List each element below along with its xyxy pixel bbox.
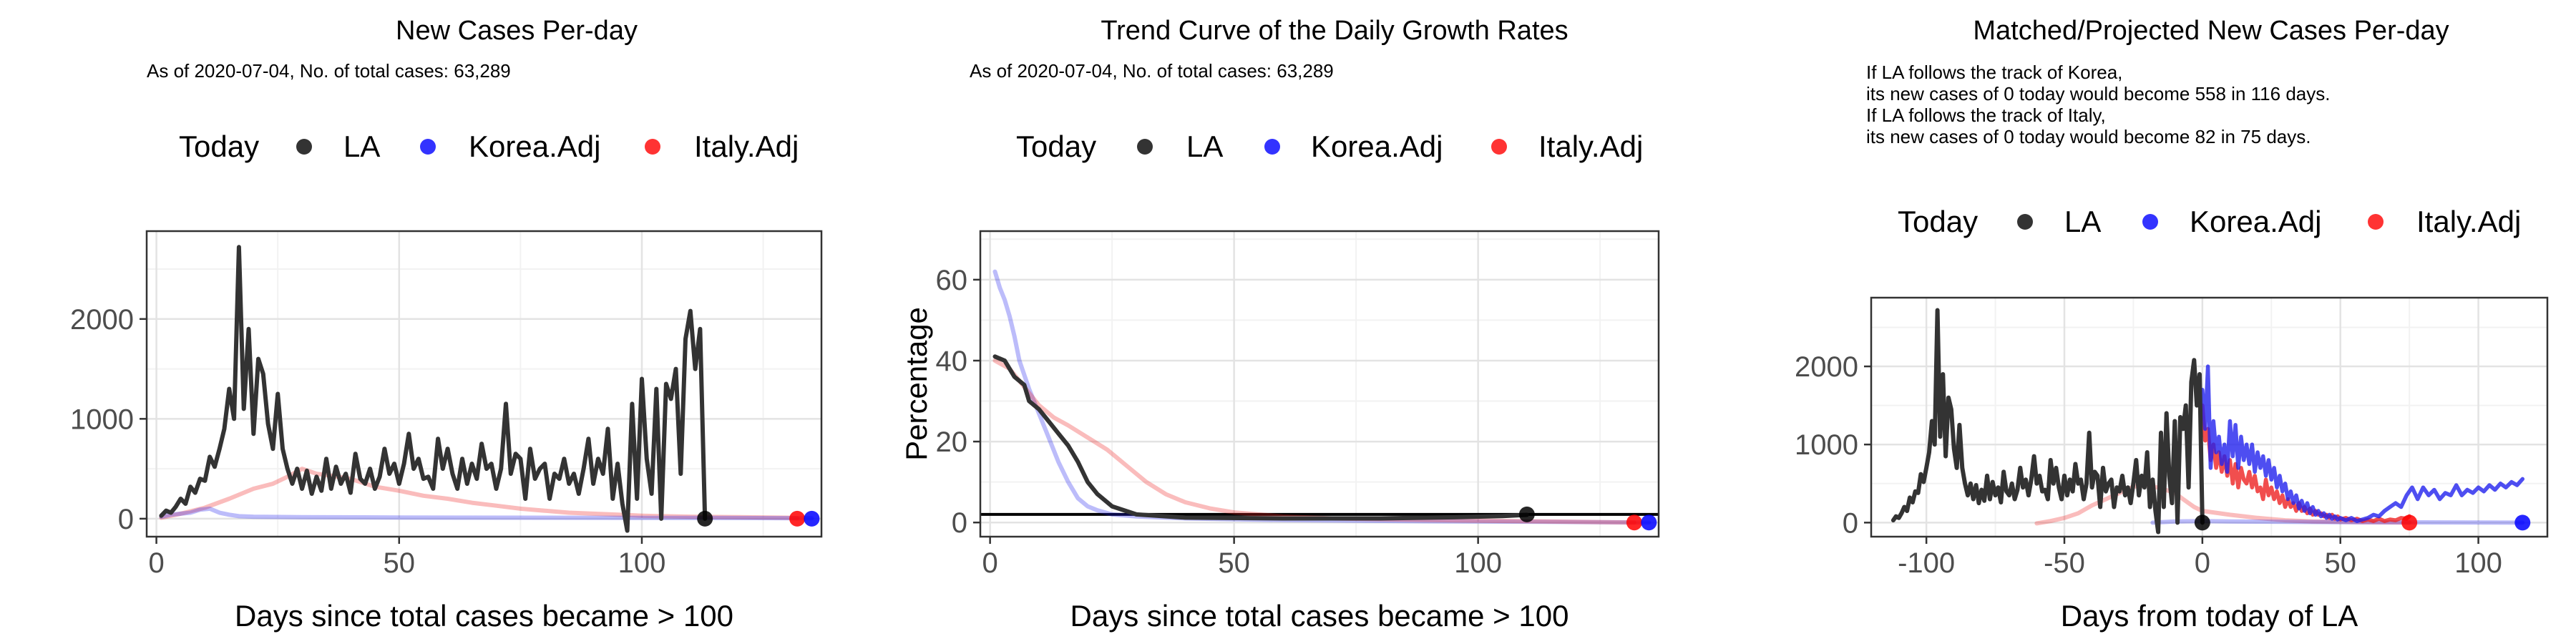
x-tick-label: -50 <box>2044 547 2085 579</box>
legend-key-dot <box>2142 214 2158 230</box>
y-tick-label: 0 <box>952 507 967 539</box>
legend-key-dot <box>420 139 436 155</box>
legend-title: Today <box>1898 205 1978 238</box>
x-axis-label: Days from today of LA <box>2061 599 2358 633</box>
series-line-korea-adj <box>159 506 814 521</box>
x-tick-label: 50 <box>2324 547 2356 579</box>
y-tick-label: 60 <box>936 265 968 296</box>
y-tick-label: 0 <box>1843 507 1858 539</box>
legend-key-dot <box>1491 139 1507 155</box>
legend-title: Today <box>1016 130 1096 163</box>
legend-label: Korea.Adj <box>1311 130 1443 163</box>
today-marker-la <box>1518 506 1535 522</box>
legend-label: Italy.Adj <box>1538 130 1643 163</box>
y-tick-label: 2000 <box>70 304 134 336</box>
legend-key-dot <box>1137 139 1153 155</box>
today-marker-italy-adj <box>2401 514 2418 531</box>
panel-border <box>1870 296 2549 538</box>
chart-panel-2: Trend Curve of the Daily Growth Rates As … <box>899 16 1660 633</box>
chart-title: New Cases Per-day <box>396 16 638 46</box>
chart-subtitle-line: As of 2020-07-04, No. of total cases: 63… <box>147 60 511 82</box>
today-marker-korea-adj <box>2514 514 2531 531</box>
x-tick-label: -100 <box>1898 547 1955 579</box>
chart-subtitle-line: If LA follows the track of Italy, <box>1866 104 2106 126</box>
legend-key-dot <box>645 139 660 155</box>
legend-title: Today <box>179 130 259 163</box>
chart-subtitle-line: As of 2020-07-04, No. of total cases: 63… <box>970 60 1334 82</box>
today-marker-korea-adj <box>804 510 820 527</box>
chart-panel-3: Matched/Projected New Cases Per-day If LA… <box>1795 16 2549 633</box>
legend-key-dot <box>296 139 312 155</box>
today-marker-la <box>697 510 713 527</box>
legend-key-dot <box>2017 214 2033 230</box>
series-line-korea-adj <box>992 269 1652 525</box>
chart-title: Trend Curve of the Daily Growth Rates <box>1101 16 1568 46</box>
legend-label: Italy.Adj <box>694 130 799 163</box>
legend-label: Korea.Adj <box>2190 205 2321 238</box>
chart-subtitle-line: its new cases of 0 today would become 55… <box>1866 83 2330 104</box>
x-tick-label: 50 <box>384 547 416 579</box>
panel-border <box>979 230 1660 538</box>
legend-label: LA <box>2064 205 2101 238</box>
today-marker-italy-adj <box>789 510 806 527</box>
x-tick-label: 100 <box>1454 547 1502 579</box>
x-tick-label: 100 <box>2454 547 2502 579</box>
x-axis-label: Days since total cases became > 100 <box>235 599 733 633</box>
y-axis-label: Percentage <box>899 307 933 461</box>
legend-label: LA <box>1186 130 1223 163</box>
x-tick-label: 0 <box>982 547 998 579</box>
y-tick-label: 20 <box>936 426 968 458</box>
legend-label: Korea.Adj <box>469 130 600 163</box>
x-tick-label: 0 <box>2195 547 2210 579</box>
x-tick-label: 0 <box>148 547 164 579</box>
chart-subtitle-line: If LA follows the track of Korea, <box>1866 62 2122 83</box>
panel-border <box>145 230 823 538</box>
chart-title: Matched/Projected New Cases Per-day <box>1973 16 2449 46</box>
legend-key-dot <box>1264 139 1280 155</box>
today-marker-italy-adj <box>1626 514 1642 531</box>
chart-subtitle-line: its new cases of 0 today would become 82… <box>1866 126 2311 147</box>
chart-panel-1: New Cases Per-day As of 2020-07-04, No. o… <box>70 16 823 633</box>
series-line-la <box>992 354 1529 521</box>
x-tick-label: 100 <box>618 547 666 579</box>
legend-key-dot <box>2368 214 2384 230</box>
series-line-italy-adj <box>159 467 800 521</box>
series-line-la <box>159 245 708 533</box>
today-marker-korea-adj <box>1641 514 1657 531</box>
series-line-la <box>1890 308 2205 535</box>
y-tick-label: 40 <box>936 346 968 377</box>
today-marker-la <box>2194 514 2210 531</box>
y-tick-label: 1000 <box>1795 429 1858 461</box>
x-tick-label: 50 <box>1218 547 1250 579</box>
y-tick-label: 1000 <box>70 404 134 435</box>
x-axis-label: Days since total cases became > 100 <box>1070 599 1569 633</box>
series-line-korea-adj <box>2200 364 2525 523</box>
legend-label: LA <box>343 130 380 163</box>
y-tick-label: 0 <box>118 504 134 535</box>
legend-label: Italy.Adj <box>2416 205 2521 238</box>
y-tick-label: 2000 <box>1795 351 1858 383</box>
